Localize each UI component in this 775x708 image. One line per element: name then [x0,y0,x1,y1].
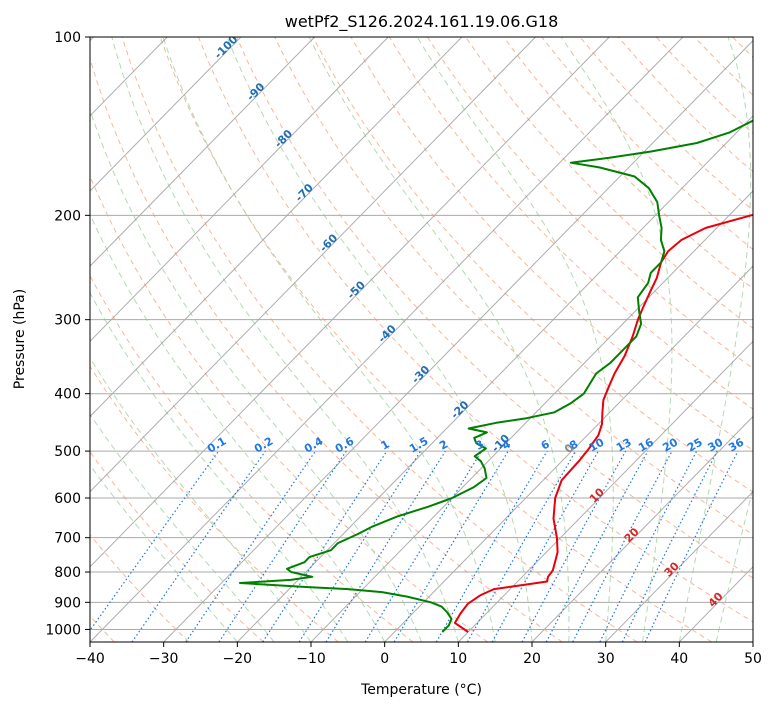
isotherm-line [90,37,315,267]
mixing-ratio-line [262,450,388,642]
mixing-ratio-line [491,450,599,642]
isotherm-line [310,190,753,642]
isotherm-line [605,490,753,642]
x-tick-label: 50 [744,651,762,667]
moist-adiabat-line [90,212,386,642]
x-tick-label: −30 [149,651,179,667]
isotherm-line [384,265,753,642]
x-tick-label: −40 [75,651,105,667]
x-tick-label: 30 [597,651,615,667]
moist-adiabat-line [90,413,275,642]
y-tick-label: 500 [54,444,81,460]
moist-adiabat-line [226,37,533,642]
isotherm-line [531,415,753,642]
mixing-ratio-line [621,450,718,642]
axis-layer: −40 −30 −20 −10 0 10 20 30 40 50 100 200 300 400 500 60… [45,30,762,667]
x-tick-label: 40 [670,651,688,667]
y-tick-label: 800 [54,565,81,581]
dry-adiabat-line [312,37,753,493]
x-axis-title: Temperature (°C) [360,682,482,698]
dewpoint-line [238,119,753,633]
dry-adiabat-line [90,56,563,642]
isotherm-line [236,115,753,642]
mixing-ratio-line [466,450,577,642]
temperature-line [453,213,753,633]
isotherm-line [90,37,463,418]
y-tick-label: 700 [54,531,81,547]
isotherm-line [90,37,684,642]
y-axis-title: Pressure (hPa) [12,289,28,389]
dry-adiabat-line [426,37,753,370]
mixing-ratio-line [131,450,266,642]
y-tick-label: 1000 [45,622,81,638]
moist-adiabat-line [416,37,614,642]
y-tick-label: 200 [54,208,81,224]
mixing-ratio-line [521,450,627,642]
x-tick-label: 10 [449,651,467,667]
mixing-ratio-line [364,450,483,642]
moist-adiabat-line [90,108,422,642]
moist-adiabat-line [90,464,238,642]
moist-adiabat-line [90,291,349,642]
y-tick-label: 900 [54,595,81,611]
x-tick-label: 0 [380,651,389,667]
isotherm-line [90,37,389,343]
mixing-ratio-line [545,450,649,642]
moist-adiabat-line [715,486,753,642]
isotherm-line [90,37,610,568]
background-lines [90,37,753,642]
isotherm-line [90,37,242,192]
mixing-ratio-line [298,450,422,642]
moist-adiabat-line [678,37,752,642]
x-tick-label: −20 [223,651,253,667]
isotherm-line [163,39,753,642]
moist-adiabat-line [560,37,673,642]
series-layer [238,119,753,633]
dry-adiabat-line [121,37,638,642]
mixing-ratio-line [218,450,347,642]
mixing-ratio-line [599,450,698,642]
y-tick-label: 300 [54,313,81,329]
moist-adiabat-line [111,37,459,642]
moist-adiabat-line [162,37,496,642]
chart-title: wetPf2_S126.2024.161.19.06.G18 [285,12,559,32]
y-tick-label: 100 [54,30,81,46]
plot-frame [89,36,754,643]
mixing-ratio-line [185,450,316,642]
y-tick-label: 400 [54,387,81,403]
dry-adiabat-line [90,365,339,642]
isotherm-line [90,37,536,493]
mixing-ratio-line [90,450,220,632]
x-tick-label: 20 [523,651,541,667]
y-tick-label: 600 [54,491,81,507]
dry-adiabat-line [90,274,414,642]
x-tick-label: −10 [296,651,326,667]
